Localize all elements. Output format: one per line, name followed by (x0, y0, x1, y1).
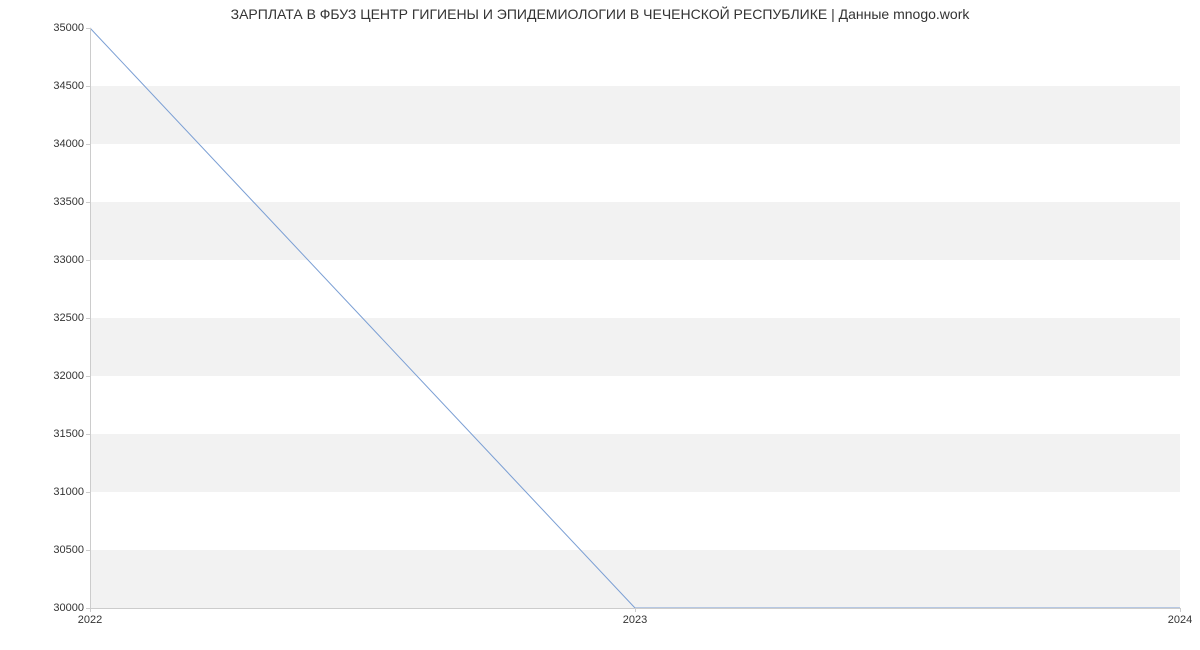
series-layer (90, 28, 1180, 608)
x-tick-mark (1180, 608, 1181, 612)
y-tick-label: 30500 (53, 544, 90, 556)
y-tick-label: 34500 (53, 80, 90, 92)
salary-line-chart: ЗАРПЛАТА В ФБУЗ ЦЕНТР ГИГИЕНЫ И ЭПИДЕМИО… (0, 0, 1200, 650)
y-tick-label: 32500 (53, 312, 90, 324)
y-tick-label: 32000 (53, 370, 90, 382)
series-line-salary (90, 28, 1180, 608)
chart-title: ЗАРПЛАТА В ФБУЗ ЦЕНТР ГИГИЕНЫ И ЭПИДЕМИО… (0, 0, 1200, 22)
x-axis-line (90, 608, 1180, 609)
y-tick-label: 31000 (53, 486, 90, 498)
y-axis-line (90, 28, 91, 608)
y-tick-label: 33000 (53, 254, 90, 266)
y-tick-label: 33500 (53, 196, 90, 208)
y-tick-label: 35000 (53, 22, 90, 34)
plot-area: 3000030500310003150032000325003300033500… (90, 28, 1180, 608)
y-tick-label: 31500 (53, 428, 90, 440)
y-tick-label: 34000 (53, 138, 90, 150)
